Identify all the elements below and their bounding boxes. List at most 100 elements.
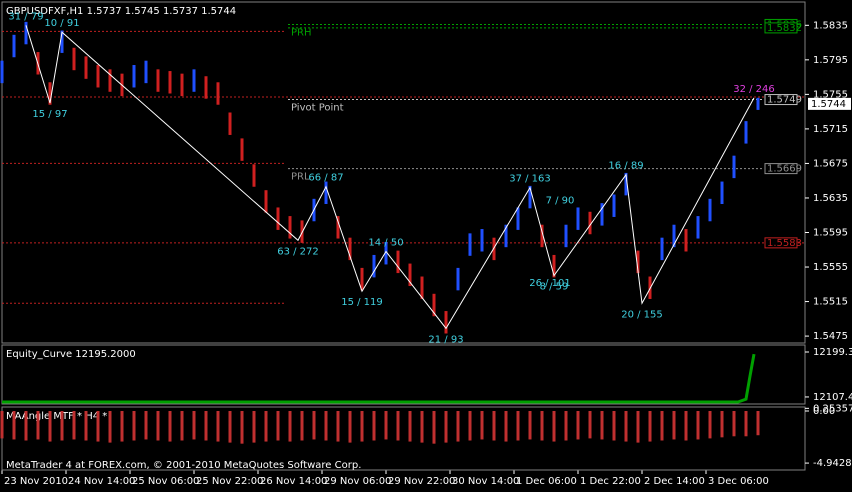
histogram-bar	[552, 411, 556, 442]
histogram-bar	[492, 411, 496, 441]
level-box-label: 1.5583	[767, 238, 802, 249]
price-bar	[552, 254, 556, 278]
price-bar	[264, 190, 268, 213]
price-bar	[468, 233, 472, 256]
histogram-bar	[24, 411, 28, 441]
price-bar	[732, 155, 736, 179]
price-bar	[360, 267, 364, 291]
price-bar	[600, 203, 604, 226]
y-tick-label: 1.5715	[813, 124, 848, 135]
histogram-bar	[648, 411, 652, 442]
level-label: Pivot Point	[291, 103, 344, 114]
swing-label: 8 / 59	[540, 282, 569, 293]
swing-label: 14 / 50	[368, 237, 403, 248]
price-bar	[144, 60, 148, 84]
price-bar	[192, 69, 196, 92]
price-bar	[12, 34, 16, 58]
level-box-label: 1.5669	[767, 164, 802, 175]
y-tick-label: -4.942875	[813, 458, 852, 469]
y-tick-label: 1.5635	[813, 193, 848, 204]
x-tick-label: 2 Dec 14:00	[644, 476, 705, 487]
histogram-bar	[732, 411, 736, 437]
price-bar	[168, 71, 172, 94]
swing-label: 32 / 246	[733, 84, 775, 95]
histogram-bar	[192, 411, 196, 440]
histogram-bar	[720, 411, 724, 438]
price-bar	[540, 224, 544, 248]
price-bar	[576, 207, 580, 230]
histogram-bar	[408, 411, 412, 442]
x-tick-label: 23 Nov 2010	[4, 476, 68, 487]
histogram-bar	[516, 411, 520, 441]
swing-label: 31 / 79	[8, 11, 43, 22]
y-tick-label: 1.5755	[813, 89, 848, 100]
price-bar	[420, 276, 424, 299]
x-tick-label: 30 Nov 14:00	[452, 476, 519, 487]
histogram-bar	[684, 411, 688, 441]
panel-frame	[1, 1, 806, 344]
histogram-bar	[636, 411, 640, 443]
histogram-bar	[612, 411, 616, 441]
histogram-bar	[420, 411, 424, 443]
price-bar	[384, 241, 388, 265]
price-bar	[288, 216, 292, 239]
y-tick-label: 1.5675	[813, 158, 848, 169]
level-box	[764, 163, 798, 175]
histogram-bar	[132, 411, 136, 441]
price-bar	[660, 237, 664, 261]
price-bar	[204, 76, 208, 99]
x-tick-label: 1 Dec 06:00	[516, 476, 577, 487]
price-bar	[456, 267, 460, 291]
level-box	[764, 22, 798, 34]
price-bar	[612, 194, 616, 217]
price-bar	[684, 229, 688, 252]
price-bar	[588, 211, 592, 235]
histogram-bar	[504, 411, 508, 442]
panel-title: Equity_Curve 12195.2000	[6, 349, 136, 360]
histogram-bar	[60, 411, 64, 441]
histogram-bar	[156, 411, 160, 441]
price-bar	[48, 82, 52, 105]
panel-title: MAAngle MTF * H4 *	[6, 411, 107, 422]
histogram-bar	[84, 411, 88, 441]
histogram-bar	[660, 411, 664, 441]
histogram-bar	[756, 411, 760, 436]
y-tick-label: 0.253575	[813, 403, 852, 414]
price-bar	[432, 293, 436, 317]
swing-label: 20 / 155	[621, 309, 663, 320]
price-bar	[564, 224, 568, 248]
price-bar	[480, 229, 484, 252]
price-bar	[504, 224, 508, 248]
price-bar	[60, 30, 64, 53]
histogram-bar	[288, 411, 292, 442]
histogram-bar	[240, 411, 244, 444]
histogram-bar	[372, 411, 376, 441]
histogram-bar	[168, 411, 172, 442]
histogram-bar	[72, 411, 76, 440]
y-tick-label: 1.5555	[813, 262, 848, 273]
histogram-bar	[12, 411, 16, 440]
price-bar	[396, 250, 400, 274]
histogram-bar	[324, 411, 328, 441]
price-bar	[636, 250, 640, 274]
histogram-bar	[456, 411, 460, 442]
histogram-bar	[432, 411, 436, 444]
histogram-bar	[228, 411, 232, 443]
price-bar	[180, 73, 184, 97]
zigzag	[25, 25, 755, 330]
x-tick-label: 25 Nov 22:00	[196, 476, 263, 487]
x-tick-label: 26 Nov 14:00	[260, 476, 327, 487]
swing-label: 15 / 97	[32, 109, 67, 120]
price-bar	[108, 69, 112, 92]
price-bar	[348, 237, 352, 261]
price-bar	[96, 65, 100, 88]
histogram-bar	[564, 411, 568, 441]
price-bar	[516, 207, 520, 230]
swing-label: 66 / 87	[308, 173, 343, 184]
y-tick-label: 1.5475	[813, 331, 848, 342]
price-bar	[720, 181, 724, 205]
y-tick-label: 1.5515	[813, 297, 848, 308]
histogram-bar	[672, 411, 676, 440]
price-bar	[744, 121, 748, 144]
